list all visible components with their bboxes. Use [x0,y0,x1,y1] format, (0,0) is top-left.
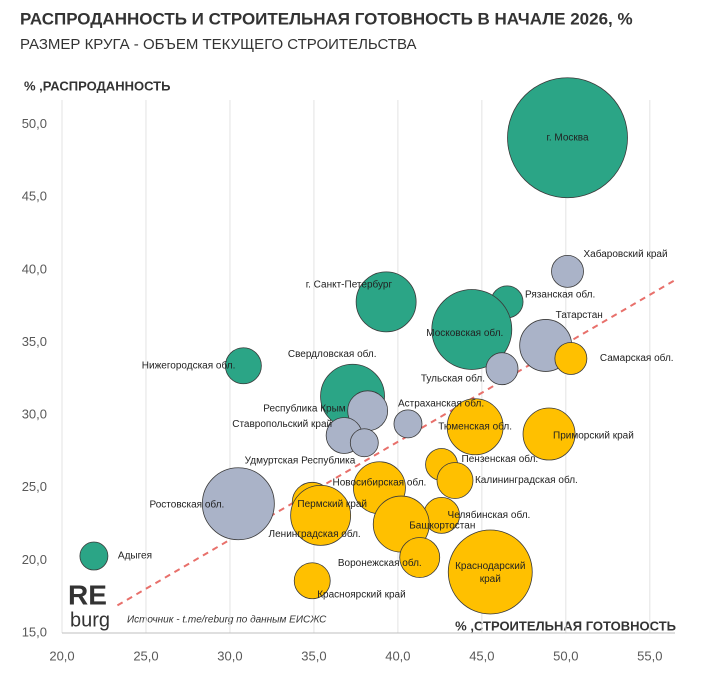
bubble [522,407,576,461]
bubble-label: г. Москва [546,132,589,143]
bubble-label: Удмуртская Республика [245,454,356,466]
bubble-label: Ленинградская обл. [269,528,361,540]
chart-subtitle: РАЗМЕР КРУГА - ОБЪЕМ ТЕКУЩЕГО СТРОИТЕЛЬС… [20,36,416,53]
y-tick-label: 35,0 [22,334,47,349]
bubble [393,409,423,439]
bubble-label: Адыгея [118,551,152,562]
bubble [436,462,474,499]
logo: RE [68,579,107,610]
y-tick-label: 20,0 [22,552,47,567]
bubble [355,271,417,333]
bubble [447,529,533,615]
y-axis-title: % ,РАСПРОДАННОСТЬ [24,78,170,93]
bubble-label: Самарская обл. [600,352,674,364]
bubble-label: Республика Крым [263,402,346,414]
bubble-label: Новосибирская обл. [333,476,427,488]
bubble-label: Башкортостан [409,521,475,532]
bubble-label: Челябинская обл. [448,509,531,521]
y-tick-label: 15,0 [22,624,47,639]
bubble [485,352,519,386]
y-tick-label: 40,0 [22,261,47,276]
source: Источник - t.me/reburg по данным ЕИСЖС [127,615,327,626]
bubble-label: Тульская обл. [421,372,485,384]
bubble [431,289,513,370]
bubble-label: Татарстан [556,310,603,321]
bubble-label: Пермский край [297,499,367,510]
chart-title: РАСПРОДАННОСТЬ И СТРОИТЕЛЬНАЯ ГОТОВНОСТЬ… [20,9,633,28]
bubble [399,537,441,578]
bubble [79,541,109,571]
bubble [551,254,584,288]
bubble-label: Свердловская обл. [288,348,377,360]
y-tick-label: 50,0 [22,116,47,131]
y-tick-label: 25,0 [22,479,47,494]
bubble-label: Приморский край [553,431,634,442]
logo: burg [70,609,110,631]
bubble [201,467,275,541]
bubble-label: Ставропольский край [232,419,332,430]
bubble-label: Калининградская обл. [475,474,578,486]
bubble-label: Астраханская обл. [398,398,484,410]
bubble-label: Московская обл. [426,327,503,339]
x-tick-label: 45,0 [469,648,494,663]
x-tick-label: 35,0 [301,648,326,663]
bubble-label: Рязанская обл. [525,289,595,301]
bubble [446,398,504,456]
bubble-label: Красноярский край [317,589,405,600]
bubble-label: Ростовская обл. [150,498,225,510]
x-tick-label: 55,0 [637,648,662,663]
x-tick-label: 50,0 [553,648,578,663]
bubble-label: Воронежская обл. [338,557,422,569]
bubble [349,428,379,458]
bubble [290,484,352,546]
x-tick-label: 40,0 [385,648,410,663]
bubble-label: Краснодарский край [455,561,525,585]
y-tick-label: 30,0 [22,407,47,422]
bubble [507,77,628,199]
bubble-label: Тюменская обл. [438,420,512,432]
bubble [554,342,588,375]
x-tick-label: 20,0 [49,648,74,663]
y-tick-label: 45,0 [22,189,47,204]
bubble-label: Хабаровский край [584,248,668,260]
bubble [224,347,262,385]
bubble-label: Нижегородская обл. [142,359,236,371]
x-tick-label: 25,0 [133,648,158,663]
x-tick-label: 30,0 [217,648,242,663]
trendline [116,279,676,607]
bubble-label: Пензенская обл. [462,453,539,465]
bubble [293,562,331,600]
bubble-label: г. Санкт-Петербург [306,279,393,291]
